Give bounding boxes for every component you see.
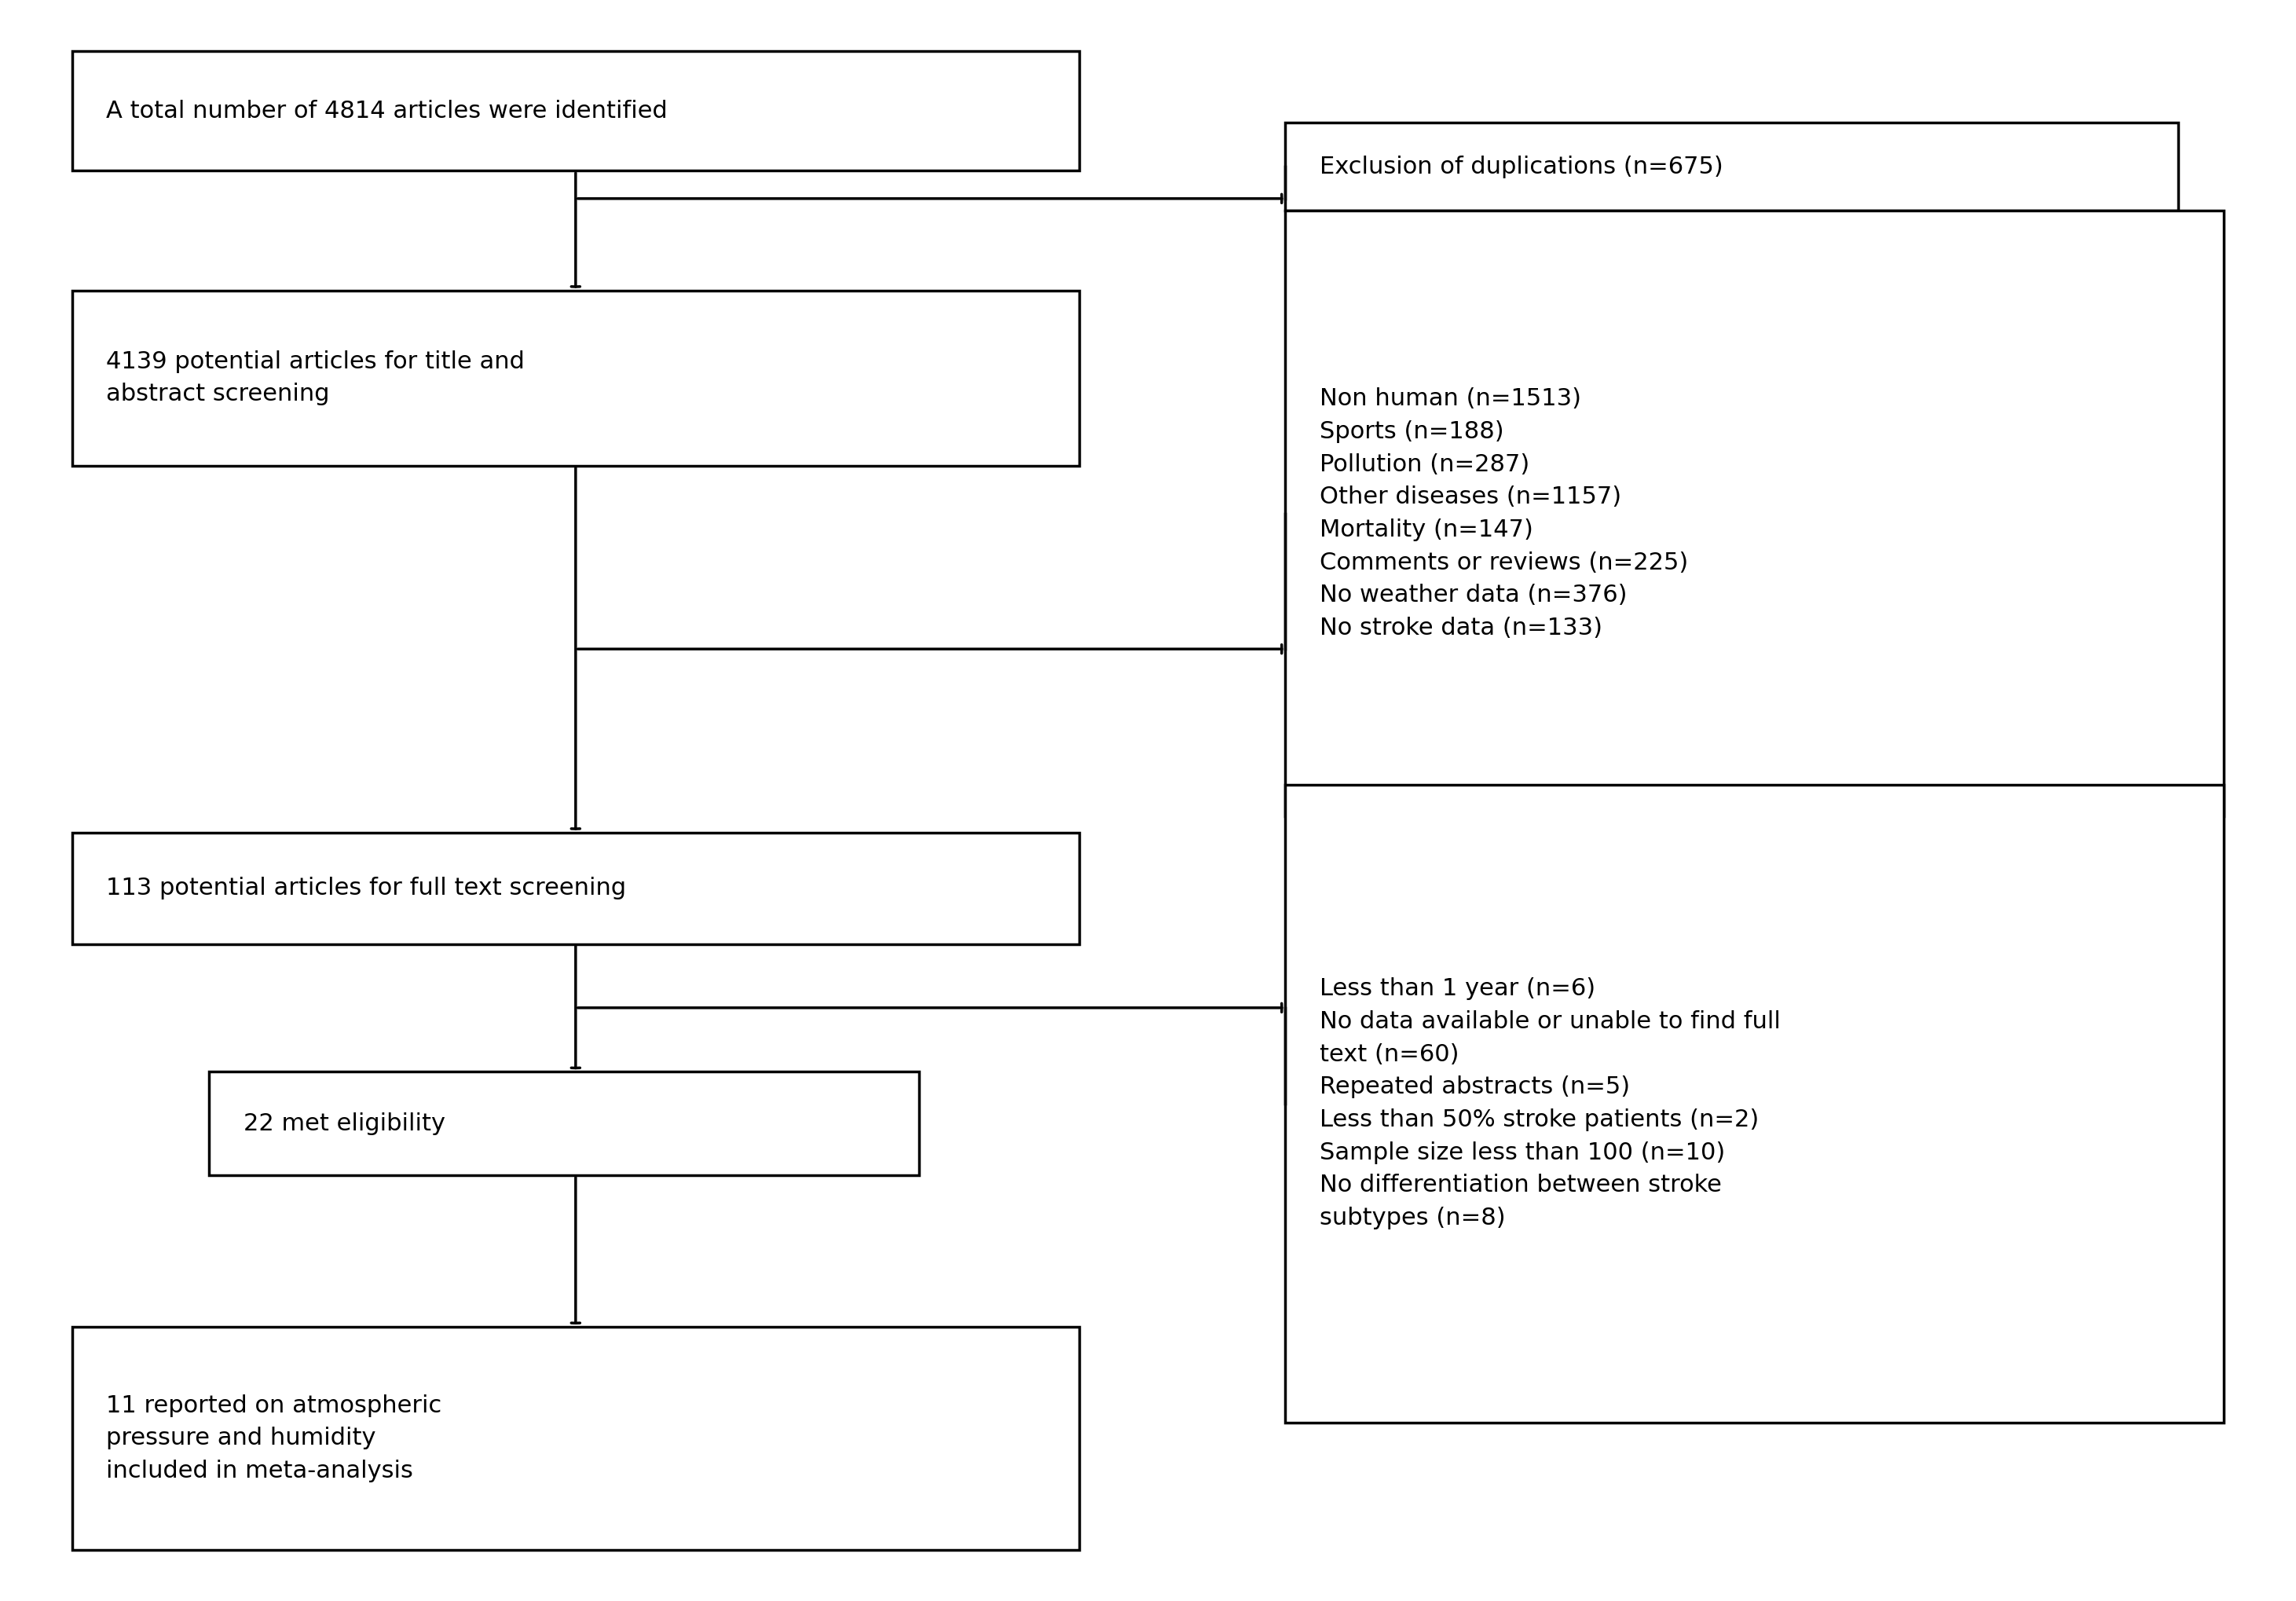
Text: 22 met eligibility: 22 met eligibility [243, 1113, 445, 1135]
FancyBboxPatch shape [71, 51, 1079, 171]
Text: 4139 potential articles for title and
abstract screening: 4139 potential articles for title and ab… [106, 351, 526, 405]
Text: A total number of 4814 articles were identified: A total number of 4814 articles were ide… [106, 99, 668, 122]
FancyBboxPatch shape [71, 1327, 1079, 1550]
FancyBboxPatch shape [1286, 784, 2225, 1422]
Text: Non human (n=1513)
Sports (n=188)
Pollution (n=287)
Other diseases (n=1157)
Mort: Non human (n=1513) Sports (n=188) Pollut… [1320, 387, 1688, 639]
Text: 113 potential articles for full text screening: 113 potential articles for full text scr… [106, 877, 627, 900]
Text: 11 reported on atmospheric
pressure and humidity
included in meta-analysis: 11 reported on atmospheric pressure and … [106, 1394, 441, 1483]
Text: Exclusion of duplications (n=675): Exclusion of duplications (n=675) [1320, 155, 1724, 178]
FancyBboxPatch shape [71, 290, 1079, 466]
FancyBboxPatch shape [71, 833, 1079, 945]
Text: Less than 1 year (n=6)
No data available or unable to find full
text (n=60)
Repe: Less than 1 year (n=6) No data available… [1320, 978, 1782, 1230]
FancyBboxPatch shape [1286, 211, 2225, 817]
FancyBboxPatch shape [1286, 123, 2179, 211]
FancyBboxPatch shape [209, 1071, 918, 1175]
